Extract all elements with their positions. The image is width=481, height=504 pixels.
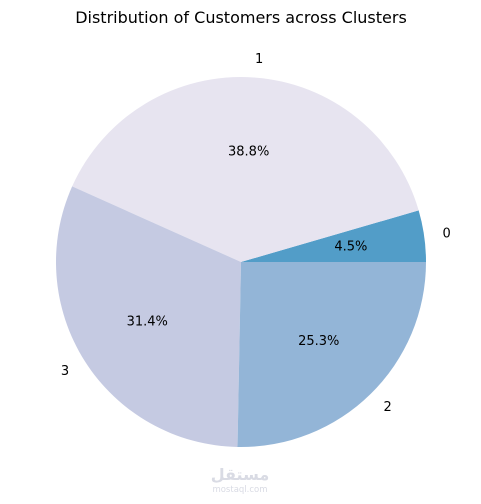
pie-labels: 0 4.5% 1 38.8% 3 31.4% 2 25.3% — [61, 52, 451, 415]
pie-slice-2 — [237, 262, 426, 447]
pie-slice-1 — [72, 76, 419, 262]
watermark: مستقل mostaql.com — [211, 465, 270, 495]
slice-label-0: 0 — [442, 226, 450, 241]
pie-slice-3 — [56, 186, 241, 447]
watermark-latin: mostaql.com — [212, 485, 267, 495]
slice-percent-0: 4.5% — [334, 239, 367, 254]
slice-percent-1: 38.8% — [228, 144, 269, 159]
slice-label-2: 2 — [384, 400, 392, 415]
pie-slices — [56, 76, 426, 447]
pie-slice-0 — [241, 210, 426, 262]
slice-label-1: 1 — [255, 52, 263, 67]
slice-percent-2: 25.3% — [298, 334, 339, 349]
chart-title: Distribution of Customers across Cluster… — [75, 8, 407, 27]
slice-label-3: 3 — [61, 364, 69, 379]
watermark-arabic: مستقل — [211, 465, 270, 484]
slice-percent-3: 31.4% — [127, 314, 168, 329]
